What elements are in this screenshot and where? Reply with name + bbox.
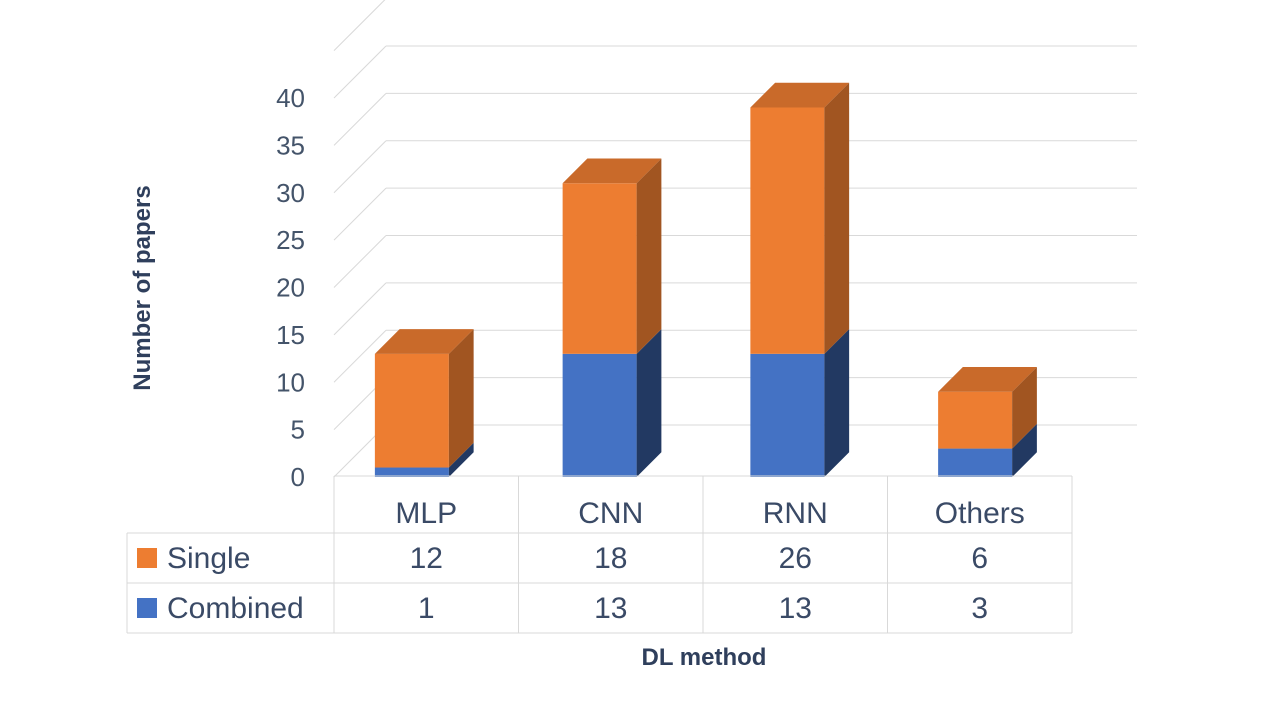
gridline-side <box>333 0 386 51</box>
legend-label-combined: Combined <box>167 592 304 625</box>
legend-swatch-single <box>137 548 157 568</box>
bar-front <box>562 353 637 477</box>
data-label: 1 <box>418 592 435 625</box>
y-axis-title: Number of papers <box>129 185 156 390</box>
x-tick-label: CNN <box>578 497 643 530</box>
gridline-side <box>333 235 387 288</box>
legend-swatch-combined <box>137 598 157 618</box>
y-tick-label: 10 <box>276 367 305 397</box>
bar-side <box>448 329 474 468</box>
data-label: 6 <box>971 542 988 575</box>
bar-front <box>750 353 825 477</box>
y-tick-label: 5 <box>291 415 305 445</box>
x-tick-label: RNN <box>763 497 828 530</box>
bar-combined-rnn <box>750 329 850 477</box>
x-tick-label: Others <box>935 497 1025 530</box>
gridline-side <box>333 45 387 99</box>
bar-front <box>938 448 1013 477</box>
gridline-side <box>333 329 387 383</box>
bar-side <box>636 158 662 354</box>
bar-top <box>374 329 474 354</box>
bar-front <box>374 467 449 477</box>
bar-single-others <box>938 366 1037 449</box>
data-table: MLP CNN RNN Others Single 12 18 26 6 Combined 1 13 1… <box>126 475 1073 634</box>
data-label: 12 <box>410 542 443 575</box>
bar-side <box>824 82 850 354</box>
gridline-side <box>333 93 387 146</box>
y-tick-label: 40 <box>276 83 305 113</box>
gridline-side <box>333 140 387 194</box>
y-tick-label: 20 <box>276 273 305 303</box>
bar-top <box>562 158 662 184</box>
bar-front <box>750 107 825 354</box>
bar-combined-cnn <box>562 329 662 477</box>
bar-single-rnn <box>750 82 850 354</box>
data-label: 26 <box>779 542 812 575</box>
y-tick-label: 15 <box>276 320 305 350</box>
y-tick-label: 25 <box>276 225 305 255</box>
data-label: 18 <box>594 542 627 575</box>
gridline-side <box>333 282 387 336</box>
legend-label-single: Single <box>167 542 250 575</box>
bar-front <box>938 391 1013 449</box>
y-tick-label: 0 <box>291 462 305 492</box>
bar-top <box>938 366 1037 392</box>
bar-combined-mlp <box>374 442 474 477</box>
y-axis: 0 5 10 15 20 25 30 35 40 <box>276 83 305 492</box>
bar-side <box>1012 366 1037 449</box>
data-label: 13 <box>779 592 812 625</box>
x-tick-label: MLP <box>395 497 457 530</box>
bar-front <box>374 353 449 468</box>
bar-group <box>374 82 1037 477</box>
bar-side <box>448 442 474 477</box>
y-tick-label: 30 <box>276 178 305 208</box>
bar-combined-others <box>938 423 1037 477</box>
bar-front <box>562 183 637 354</box>
x-axis-title: DL method <box>642 644 767 671</box>
bar-side <box>824 329 850 477</box>
data-label: 3 <box>971 592 988 625</box>
bar-single-cnn <box>562 158 662 354</box>
bar-top <box>750 82 850 108</box>
data-label: 13 <box>594 592 627 625</box>
bar-side <box>636 329 662 477</box>
bar-single-mlp <box>374 329 474 468</box>
bar-side <box>1012 423 1037 477</box>
gridline-side <box>333 187 387 241</box>
y-tick-label: 35 <box>276 130 305 160</box>
